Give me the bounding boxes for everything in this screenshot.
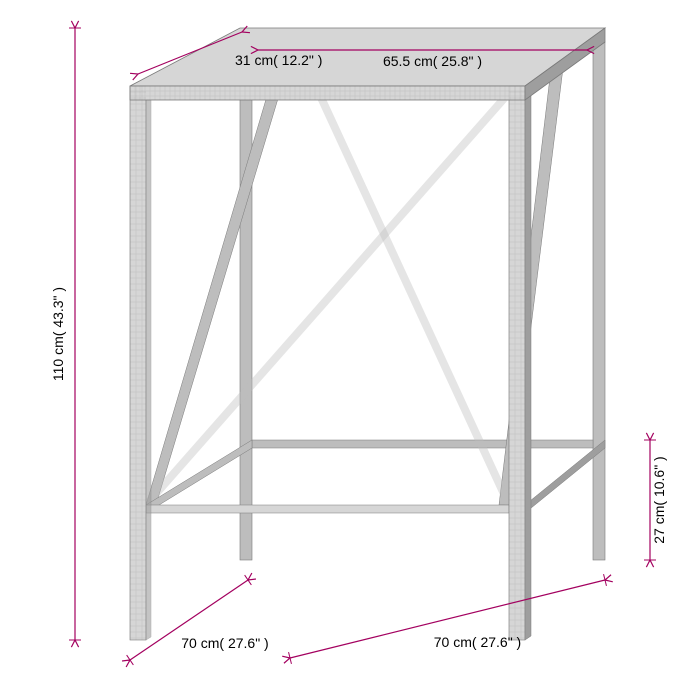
dim-line — [69, 21, 81, 647]
dim-line — [282, 574, 613, 664]
dim-top-depth-label: 31 cm( 12.2" ) — [235, 52, 322, 68]
dim-height-label: 110 cm( 43.3" ) — [50, 287, 66, 381]
dim-depth-label: 70 cm( 27.6" ) — [181, 635, 268, 651]
dim-top-inner-label: 65.5 cm( 25.8" ) — [383, 53, 482, 69]
diagram-stage: 110 cm( 43.3" ) 31 cm( 12.2" ) 65.5 cm( 25… — [0, 0, 700, 700]
dim-width-label: 70 cm( 27.6" ) — [434, 634, 521, 650]
dim-foot-height-label: 27 cm( 10.6" ) — [651, 456, 667, 543]
